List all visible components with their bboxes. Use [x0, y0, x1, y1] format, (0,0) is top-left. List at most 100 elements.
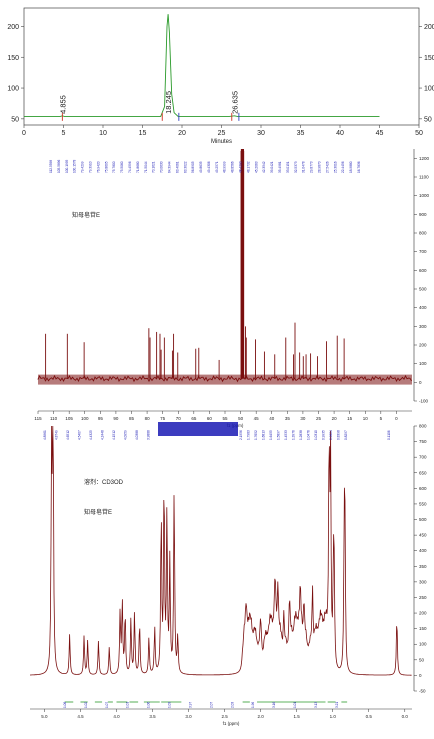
hplc-x-tick-label: 40	[336, 130, 344, 137]
hplc-y-tick-label-left: 100	[7, 86, 19, 93]
h1-integral-label: 1.01	[126, 702, 130, 708]
c13-peak-list-label: 56.8905	[191, 161, 195, 173]
h1-integral-label: 1.03	[168, 702, 172, 708]
hplc-y-tick-label-left: 150	[7, 55, 19, 62]
h1-peak-list-label: 1.4533	[284, 430, 288, 440]
c13-y-tick-label: 0	[419, 380, 422, 385]
c13-peak-list-label: 70.0630	[160, 161, 164, 173]
h1-nmr-spectrum: -50 0 50 100 150 200 250 300 350 400 450 500 550 600 6…	[30, 422, 427, 726]
c13-peak-list-label: 74.4596	[128, 161, 132, 173]
c13-peak-list-label: 79.3910	[88, 161, 92, 173]
h1-peak-list-label: 1.7652	[254, 430, 258, 440]
c13-peak-list-label: 32.5373	[294, 161, 298, 173]
c13-y-tick-label: 900	[419, 212, 427, 217]
c13-y-tick-label: 1100	[419, 175, 429, 180]
c13-y-tick-label: 1000	[419, 193, 430, 198]
hplc-x-tick-label: 0	[22, 130, 26, 137]
c13-peak-list-label: 25.3016	[333, 161, 337, 173]
hplc-frame	[23, 7, 420, 126]
h1-peak-list-label: 1.5897	[277, 430, 281, 440]
c13-peak-list-label: 16.7836	[357, 161, 361, 173]
c13-x-tick-label: 100	[81, 416, 89, 421]
c13-x-tick-label: 115	[34, 416, 42, 421]
c13-x-tick-label: 45	[254, 416, 260, 421]
c13-peak-list-label: 48.9999	[223, 161, 227, 173]
h1-y-tick-label: 50	[419, 657, 425, 662]
hplc-trace-line	[24, 14, 380, 117]
h1-peak-list-label: 0.8297	[344, 430, 348, 440]
c13-x-tick-label: 110	[50, 416, 58, 421]
hplc-y-tick-label-right: 100	[424, 86, 434, 93]
h1-peak-list-label: 0.8398	[337, 430, 341, 440]
c13-peak-list-label: 76.9420	[96, 161, 100, 173]
hplc-peak-label: 26.635	[230, 91, 239, 114]
hplc-y-tick-label-right: 50	[424, 116, 432, 123]
h1-peak-list-label: 0.9824	[329, 430, 333, 440]
h1-x-tick-label: 5.0	[41, 714, 48, 719]
h1-integral-label: 1.06	[147, 702, 151, 708]
c13-x-tick-label: 70	[176, 416, 182, 421]
h1-peak-list-label: 4.6512	[66, 430, 70, 440]
h1-y-tick-label: 600	[419, 486, 427, 491]
c13-peak-list-label: 63.4061	[175, 161, 179, 173]
c13-y-tick-label: 700	[419, 249, 427, 254]
c13-peak-list-label: 33.0151	[286, 161, 290, 173]
c13-peak-list-label: 49.8635	[199, 161, 203, 173]
c13-peak-list-label: 39.0421	[270, 161, 274, 173]
h1-peak-list-label: 4.8749	[55, 430, 59, 440]
h1-x-axis-label: f1 (ppm)	[223, 721, 240, 726]
c13-x-tick-label: 30	[300, 416, 306, 421]
hplc-x-tick-label: 15	[139, 130, 147, 137]
h1-y-tick-label: 800	[419, 424, 427, 429]
h1-peak-list-label: 4.5407	[78, 430, 82, 440]
c13-peak-list-label: 71.8680	[136, 161, 140, 173]
hplc-x-tick-label: 25	[218, 130, 226, 137]
h1-peak-list-label: 0.9935	[322, 430, 326, 440]
c13-y-tick-label: 100	[419, 361, 427, 366]
c13-y-tick-label: 800	[419, 231, 427, 236]
c13-peak-list-label: 100.1995	[65, 159, 69, 173]
c13-peak-list-label: 18.9880	[349, 161, 353, 173]
h1-x-tick-label: 4.0	[113, 714, 120, 719]
c13-peak-list-label: 31.0478	[302, 161, 306, 173]
h1-x-tick-label: 2.5	[221, 714, 228, 719]
h1-peak-list-label: 1.2838	[299, 430, 303, 440]
c13-x-tick-label: 5	[380, 416, 383, 421]
h1-peak-list-label: 1.3976	[292, 430, 296, 440]
h1-peak-list-label: 4.1512	[112, 430, 116, 440]
c13-peak-list-label: 112.5598	[49, 160, 53, 173]
c13-peak-list-label: 49.4306	[207, 161, 211, 173]
c13-nmr-spectrum: -100010020030040050060070080090010001100…	[34, 149, 430, 428]
c13-peak-list-label: 28.9870	[318, 161, 322, 173]
hplc-x-tick-label: 5	[62, 130, 66, 137]
h1-peak-list-label: 1.6455	[269, 430, 273, 440]
h1-peak-list-label: 1.7983	[247, 430, 251, 440]
h1-y-tick-label: 250	[419, 595, 427, 600]
c13-peak-list-label: 75.7800	[112, 161, 116, 173]
c13-y-tick-label: 300	[419, 324, 427, 329]
c13-x-tick-label: 65	[191, 416, 197, 421]
c13-y-tick-label: 500	[419, 287, 427, 292]
h1-integral-label: 1.01	[293, 702, 297, 708]
h1-peak-list-label: 4.4325	[89, 430, 93, 440]
c13-sample-title: 知母皂苷E	[72, 211, 100, 219]
c13-x-tick-label: 55	[222, 416, 228, 421]
c13-peak-list-label: 48.4290	[239, 161, 243, 173]
c13-x-tick-label: 105	[65, 416, 73, 421]
c13-peak-list-label: 70.1621	[152, 161, 156, 173]
h1-peak-list-label: 4.8961	[43, 430, 47, 440]
c13-x-tick-label: 25	[316, 416, 322, 421]
h1-sample-title: 知母皂苷E	[84, 508, 112, 516]
c13-x-tick-label: 95	[98, 416, 104, 421]
hplc-x-tick-label: 35	[297, 130, 305, 137]
h1-x-tick-label: 0.5	[366, 714, 373, 719]
c13-peak-list-label: 64.3944	[167, 161, 171, 173]
c13-x-tick-label: 35	[285, 416, 291, 421]
c13-y-tick-label: 1200	[419, 156, 430, 161]
h1-integral-label: 2.07	[209, 702, 213, 708]
c13-peak-list-label: 100.1578	[73, 159, 77, 173]
c13-y-tick-label: -100	[419, 399, 429, 404]
c13-x-tick-label: 50	[238, 416, 244, 421]
h1-peak-list-label: 3.9888	[147, 430, 151, 440]
h1-x-tick-label: 1.0	[330, 714, 337, 719]
